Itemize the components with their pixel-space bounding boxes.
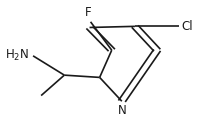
Text: N: N — [117, 104, 126, 117]
Text: F: F — [85, 6, 92, 19]
Text: Cl: Cl — [181, 20, 193, 33]
Text: H$_2$N: H$_2$N — [5, 48, 29, 63]
